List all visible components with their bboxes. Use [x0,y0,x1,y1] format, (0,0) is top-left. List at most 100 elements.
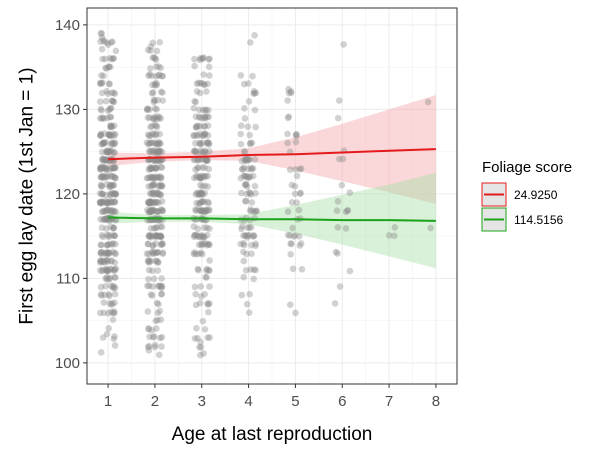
data-point [107,282,115,290]
data-point [195,191,202,198]
data-point [284,231,292,239]
data-point [100,37,107,44]
data-point [196,140,204,147]
data-point [149,207,156,214]
data-point [197,240,205,248]
data-point [154,249,162,256]
data-point [206,148,213,155]
data-point [338,181,346,189]
data-point [149,250,157,258]
data-point [336,283,344,290]
data-point [107,240,114,248]
data-point [241,232,249,239]
data-point [201,114,208,121]
data-point [100,309,108,317]
data-point [153,148,160,156]
data-point [204,157,211,165]
data-point [146,333,153,341]
data-point [203,139,211,146]
data-point [112,250,119,258]
data-point [150,139,157,147]
data-point [97,38,104,45]
data-point [197,174,204,182]
data-point [152,257,160,265]
data-point [99,164,106,171]
data-point [192,206,199,213]
y-tick-label: 140 [55,17,80,34]
data-point [149,89,157,96]
data-point [150,147,157,154]
data-point [144,46,152,54]
data-point [111,232,118,239]
data-point [97,164,104,171]
data-point [158,233,165,241]
data-point [203,206,211,214]
data-point [196,130,204,138]
data-point [197,351,204,359]
data-point [190,132,198,140]
data-point [156,39,164,46]
data-point [158,343,165,350]
data-point [245,173,253,181]
data-point [246,224,253,231]
data-point [245,80,252,87]
data-point [144,240,152,248]
data-point [206,283,213,290]
data-point [200,350,207,357]
data-point [251,208,259,216]
data-point [98,34,106,41]
data-point [149,242,157,249]
data-point [96,199,104,206]
data-point [203,206,210,214]
data-point [105,131,113,138]
data-point [199,198,207,205]
data-point [203,274,210,281]
data-point [103,173,110,180]
data-point [107,104,115,112]
data-point [103,231,111,239]
data-point [146,208,154,216]
data-point [192,207,200,214]
data-point [297,165,305,172]
data-point [145,326,153,333]
data-point [197,174,205,182]
data-point [203,156,210,163]
data-point [146,199,154,206]
data-point [102,97,110,105]
data-point [109,172,117,180]
data-point [246,140,254,148]
data-point [146,199,154,207]
data-point [247,266,254,273]
data-point [104,90,112,97]
data-point [146,232,153,240]
data-point [102,275,109,282]
data-point [97,248,105,256]
x-tick-label: 1 [104,393,112,410]
data-point [158,198,166,205]
data-point [195,122,202,130]
y-tick-label: 130 [55,101,80,118]
data-point [243,250,250,258]
data-point [191,216,199,223]
data-point [334,224,342,231]
legend-item: 24.9250 [481,182,558,207]
data-point [154,189,162,197]
data-point [98,183,105,190]
legend: Foliage score 24.9250 114.5156 [481,159,572,232]
data-point [97,132,104,139]
data-point [201,208,208,216]
data-point [111,267,118,274]
data-point [288,199,296,206]
data-point [153,47,161,55]
data-point [107,208,115,215]
data-point [193,80,201,88]
data-point [240,273,247,281]
data-point [154,233,162,240]
data-point [111,290,119,298]
data-point [98,30,105,37]
data-point [391,224,399,231]
data-point [244,234,251,241]
data-point [339,155,347,163]
data-point [99,334,107,341]
